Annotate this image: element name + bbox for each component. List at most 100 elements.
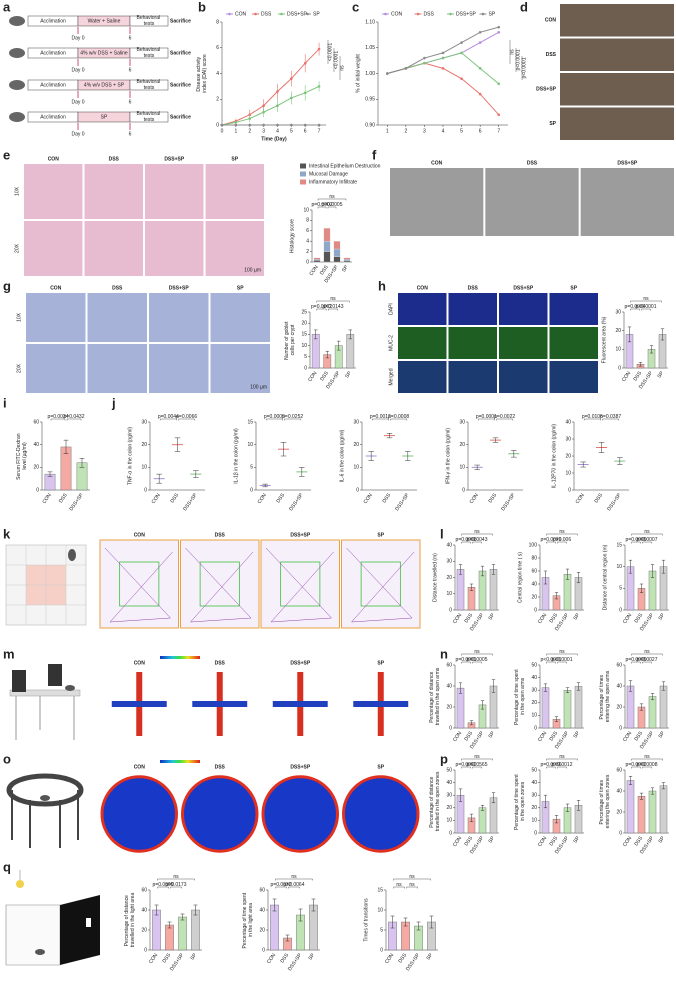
x-tick-label: CON bbox=[622, 835, 634, 848]
error-bar bbox=[79, 458, 85, 468]
point bbox=[478, 92, 482, 96]
y-tick-label: 40 bbox=[616, 683, 622, 689]
significance-label: p=0.0252 bbox=[282, 414, 303, 420]
y-axis-label: Percentage of distance travelled in the … bbox=[124, 893, 136, 948]
timeline-label: Water + Saline bbox=[88, 18, 121, 24]
mouse-icon bbox=[9, 80, 25, 90]
error-bar bbox=[628, 559, 633, 574]
image-column-label: CON bbox=[431, 160, 443, 166]
timeline-box bbox=[129, 79, 169, 91]
y-axis-label: Histology score bbox=[289, 219, 295, 253]
y-tick-label: 40 bbox=[531, 581, 537, 587]
timeline-box bbox=[129, 47, 169, 59]
scale-bar-label: 100 µm bbox=[244, 267, 261, 273]
error-bar bbox=[554, 815, 559, 824]
x-tick-label: CON bbox=[622, 612, 634, 625]
y-tick-label: 20 bbox=[141, 442, 147, 448]
significance-bracket bbox=[461, 653, 493, 656]
image bbox=[499, 327, 548, 359]
timeline-label: Behavioral tests bbox=[136, 79, 161, 91]
y-axis-label: Percentage of time spent in the open zon… bbox=[514, 773, 526, 830]
legend-marker bbox=[306, 12, 309, 16]
x-tick-label: DSS bbox=[275, 492, 286, 504]
significance-bracket bbox=[546, 653, 578, 656]
bar bbox=[659, 785, 668, 834]
point bbox=[276, 104, 279, 107]
x-tick-label: DSS bbox=[633, 612, 644, 624]
significance-label: p=0.0002 bbox=[626, 762, 647, 768]
y-axis-label: TNF-α in the colon (pg/ml) bbox=[127, 427, 133, 486]
bar-segment bbox=[343, 259, 351, 262]
significance-bracket bbox=[393, 878, 431, 881]
image bbox=[398, 361, 447, 393]
error-bar bbox=[193, 904, 198, 916]
image-column-label: SP bbox=[231, 156, 238, 162]
y-tick-label: 40 bbox=[259, 907, 265, 913]
image-column-label: SP bbox=[377, 532, 384, 538]
y-tick-label: 15 bbox=[616, 542, 622, 548]
significance-label: p=0.0005 bbox=[467, 657, 488, 663]
image-column-label: DSS+SP bbox=[513, 285, 534, 291]
image bbox=[99, 539, 179, 629]
significance-label: p=0.0036 bbox=[541, 762, 562, 768]
y-axis-label: Percentage of time spent in the open arm… bbox=[514, 668, 526, 725]
x-tick-label: DSS bbox=[381, 492, 392, 504]
y-tick-label: 20 bbox=[446, 575, 452, 581]
x-tick-label: DSS bbox=[548, 612, 559, 624]
y-tick-label: 0 bbox=[304, 365, 307, 371]
significance-label: p=0.0143 bbox=[323, 304, 344, 310]
image bbox=[205, 164, 264, 219]
panel-letter: c bbox=[352, 0, 359, 14]
y-tick-label: 40 bbox=[616, 788, 622, 794]
x-tick-label: CON bbox=[452, 612, 464, 625]
error-bar bbox=[650, 693, 655, 700]
y-tick-label: 20 bbox=[141, 927, 147, 933]
error-bar bbox=[543, 683, 548, 692]
x-tick-label: SP bbox=[344, 370, 353, 379]
error-bar bbox=[348, 329, 352, 340]
y-tick-label: 10 bbox=[531, 713, 537, 719]
significance-bracket bbox=[642, 661, 652, 664]
error-bar bbox=[650, 787, 655, 795]
significance-bracket bbox=[316, 308, 327, 311]
y-axis-label: Serum FITC-Dextran level (µg/ml) bbox=[16, 432, 28, 480]
x-tick-label: DSS+SP bbox=[500, 492, 517, 512]
significance-label: ns bbox=[559, 754, 565, 760]
significance-label: p<0.0001 bbox=[515, 49, 521, 70]
y-tick-label: 30 bbox=[446, 793, 452, 799]
image-column-label: DSS+SP bbox=[164, 156, 185, 162]
track bbox=[346, 547, 415, 623]
significance-label: ns bbox=[330, 296, 336, 302]
y-tick-label: 20 bbox=[446, 704, 452, 710]
error-bar bbox=[474, 464, 480, 470]
significance-label: ns bbox=[474, 649, 480, 655]
error-bar bbox=[325, 350, 329, 359]
track bbox=[265, 547, 334, 623]
x-tick-label: 2 bbox=[248, 128, 251, 134]
significance-bracket bbox=[557, 766, 567, 769]
significance-bracket bbox=[642, 766, 652, 769]
y-tick-label: 0 bbox=[619, 830, 622, 836]
x-tick-label: CON bbox=[452, 835, 464, 848]
panel-letter: m bbox=[3, 646, 15, 661]
y-tick-label: 20 bbox=[616, 704, 622, 710]
significance-label: p=0.0005 bbox=[322, 202, 343, 208]
error-bar bbox=[650, 564, 655, 578]
bar bbox=[309, 904, 318, 951]
image bbox=[26, 344, 86, 393]
significance-bracket bbox=[316, 300, 350, 303]
bar-segment bbox=[333, 248, 341, 257]
significance-label: ns bbox=[173, 874, 179, 880]
error-bar bbox=[299, 467, 305, 477]
y-tick-label: 10 bbox=[446, 591, 452, 597]
x-tick-label: DSS bbox=[279, 952, 290, 964]
error-bar bbox=[298, 908, 303, 922]
day-label: 6 bbox=[129, 35, 132, 41]
error-bar bbox=[576, 572, 581, 583]
y-axis-label: Percentage of distance travelled in the … bbox=[429, 667, 441, 725]
significance-label: p=0.0004 bbox=[625, 304, 646, 310]
x-tick-label: DSS bbox=[319, 264, 330, 276]
y-tick-label: 0 bbox=[568, 487, 571, 493]
panel-letter: a bbox=[3, 0, 11, 14]
panel-letter: n bbox=[440, 646, 448, 661]
